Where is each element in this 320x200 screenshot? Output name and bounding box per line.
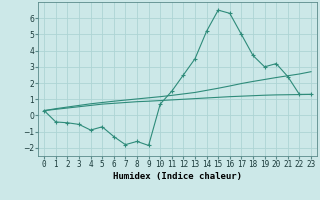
X-axis label: Humidex (Indice chaleur): Humidex (Indice chaleur)	[113, 172, 242, 181]
